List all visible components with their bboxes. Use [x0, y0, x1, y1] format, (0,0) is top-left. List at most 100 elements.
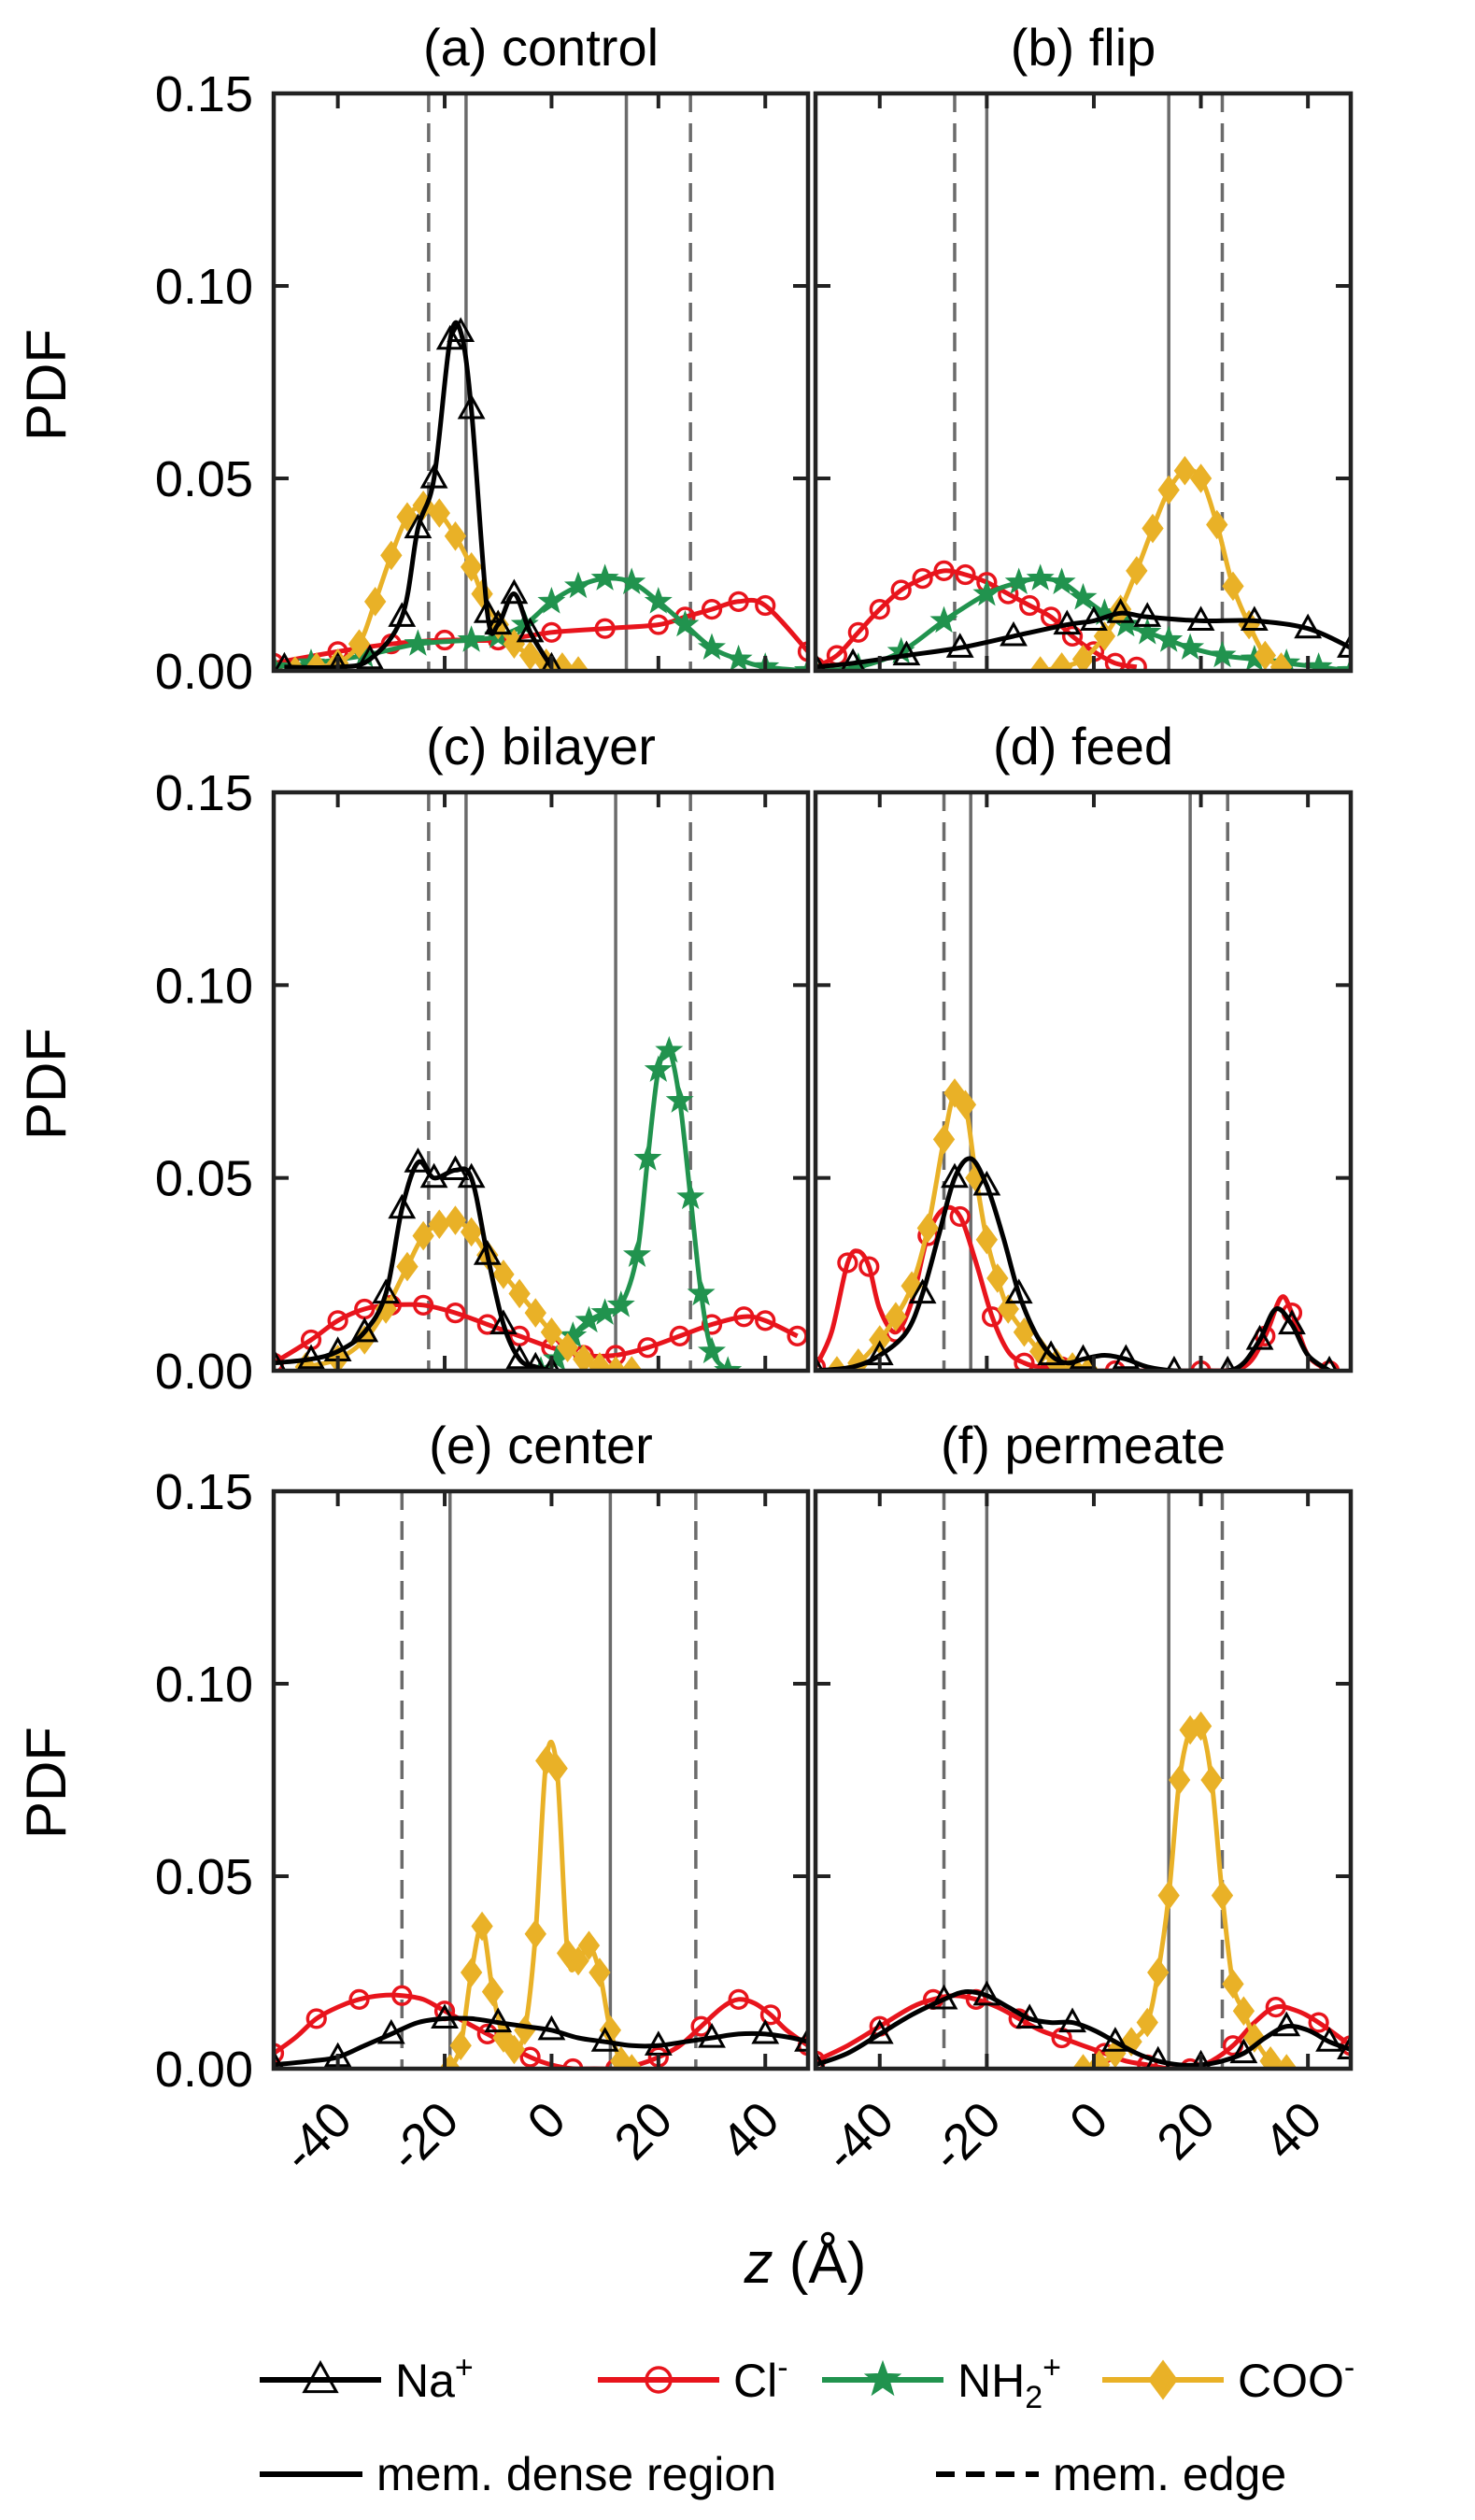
- y-tick-label: 0.15: [155, 1464, 253, 1520]
- data-point-na: [372, 1278, 401, 1304]
- data-point-na: [441, 1155, 470, 1181]
- data-point-nh2: [697, 1336, 726, 1364]
- legend-label-nh2: NH2+: [957, 2350, 1061, 2415]
- data-point-na: [908, 1278, 937, 1304]
- data-point-coo: [428, 498, 450, 528]
- data-point-coo: [375, 1294, 397, 1324]
- data-point-na: [1145, 2045, 1171, 2069]
- series-line-cl: [274, 597, 808, 666]
- data-point-nh2: [1208, 640, 1237, 668]
- legend-marker-na: [302, 2359, 339, 2394]
- data-point-cl: [869, 598, 890, 620]
- panel-6: (f) permeate -40 -20 0 20 40: [813, 1416, 1354, 2183]
- data-point-na: [1112, 1344, 1141, 1370]
- data-point-cl: [1308, 2012, 1329, 2033]
- data-point-cl: [519, 2046, 541, 2068]
- data-point-nh2: [644, 1055, 673, 1082]
- legend-label-coo: COO-: [1238, 2350, 1354, 2407]
- data-point-coo: [460, 551, 483, 582]
- data-point-na: [274, 651, 295, 671]
- data-point-na: [1240, 605, 1269, 632]
- data-point-na: [1315, 2027, 1343, 2052]
- data-point-coo: [546, 1753, 568, 1784]
- series-coo: [439, 1739, 643, 2069]
- data-point-na: [794, 2027, 808, 2052]
- data-point-cl: [647, 614, 669, 635]
- data-point-cl: [890, 579, 912, 601]
- panels: (a) control 0.00 0.05 0.10 0.15 (b) flip (c) b…: [155, 18, 1354, 2183]
- membrane-lines: [400, 1491, 698, 2069]
- data-point-coo: [1126, 556, 1148, 586]
- data-point-coo: [1028, 1336, 1052, 1367]
- data-point-na: [447, 317, 475, 343]
- data-point-nh2: [1336, 656, 1351, 671]
- legend-label-dense: mem. dense region: [376, 2448, 776, 2500]
- data-point-na: [484, 2007, 513, 2033]
- panel-title: (c) bilayer: [426, 717, 656, 776]
- data-point-coo: [954, 1089, 977, 1120]
- y-tick-label: 0.05: [155, 1151, 253, 1207]
- data-point-nh2: [972, 578, 1001, 606]
- legend-entry-edge: mem. edge: [936, 2448, 1286, 2500]
- data-point-coo: [1028, 656, 1052, 671]
- data-point-nh2: [644, 587, 673, 614]
- x-axis-label-symbol: z: [744, 2231, 773, 2296]
- data-point-nh2: [671, 609, 700, 637]
- data-point-nh2: [1069, 582, 1098, 610]
- data-point-nh2: [1004, 567, 1033, 594]
- membrane-lines: [427, 93, 692, 671]
- data-point-nh2: [1047, 567, 1076, 594]
- data-point-coo: [932, 1124, 956, 1155]
- data-point-nh2: [606, 1290, 635, 1317]
- membrane-lines: [942, 792, 1229, 1371]
- legend-label-cl: Cl-: [733, 2350, 788, 2407]
- data-point-na: [972, 1980, 1001, 2006]
- data-point-na: [500, 578, 529, 605]
- series-line-na: [274, 2015, 808, 2068]
- data-point-na: [1106, 598, 1135, 623]
- data-point-na: [751, 2018, 780, 2044]
- legend-marker-nh2: [863, 2359, 902, 2397]
- data-point-coo: [551, 652, 574, 671]
- data-point-na: [1190, 2049, 1212, 2069]
- data-point-nh2: [665, 1086, 694, 1113]
- x-tick-label: -40: [814, 2091, 905, 2183]
- data-point-na: [505, 1344, 534, 1370]
- data-point-nh2: [590, 1298, 619, 1325]
- data-point-nh2: [793, 656, 808, 671]
- data-point-coo: [1189, 1711, 1213, 1742]
- data-point-na: [1294, 613, 1323, 639]
- series-coo: [826, 1078, 1099, 1371]
- data-point-na: [1037, 1340, 1066, 1366]
- x-tick-label: 20: [603, 2091, 683, 2171]
- data-point-cl: [541, 621, 562, 643]
- x-tick-label: 20: [1146, 2091, 1226, 2171]
- data-point-coo: [1259, 2045, 1282, 2069]
- axes-frame: [813, 1488, 1354, 2072]
- data-point-na: [484, 609, 513, 635]
- panel-title: (b) flip: [1011, 18, 1156, 77]
- data-point-na: [431, 2003, 459, 2029]
- data-point-coo: [1157, 475, 1180, 505]
- data-point-na: [473, 598, 502, 623]
- data-point-coo: [589, 1352, 611, 1371]
- series-line-na: [816, 1988, 1351, 2068]
- data-point-na: [1278, 1309, 1306, 1335]
- data-point-cl: [1104, 1360, 1126, 1371]
- data-point-na: [1229, 2038, 1258, 2064]
- data-point-coo: [444, 1205, 467, 1235]
- x-tick-label: 40: [1254, 2091, 1333, 2171]
- data-point-nh2: [1176, 633, 1205, 660]
- data-point-na: [840, 648, 866, 671]
- data-point-nh2: [655, 1035, 684, 1063]
- legend-entry-na: Na+: [260, 2350, 474, 2407]
- x-tick-label: 40: [711, 2091, 790, 2171]
- series-coo: [1071, 1711, 1298, 2069]
- data-point-na: [435, 324, 464, 350]
- data-point-na: [327, 651, 348, 671]
- data-point-cl: [637, 1337, 659, 1359]
- data-point-na: [941, 1162, 969, 1189]
- panel-3: (c) bilayer 0.00 0.05 0.10 0.15: [155, 717, 811, 1400]
- panel-5: (e) center -40 -20 0 20 40 0.00 0.05 0.10 0.15: [155, 1416, 811, 2183]
